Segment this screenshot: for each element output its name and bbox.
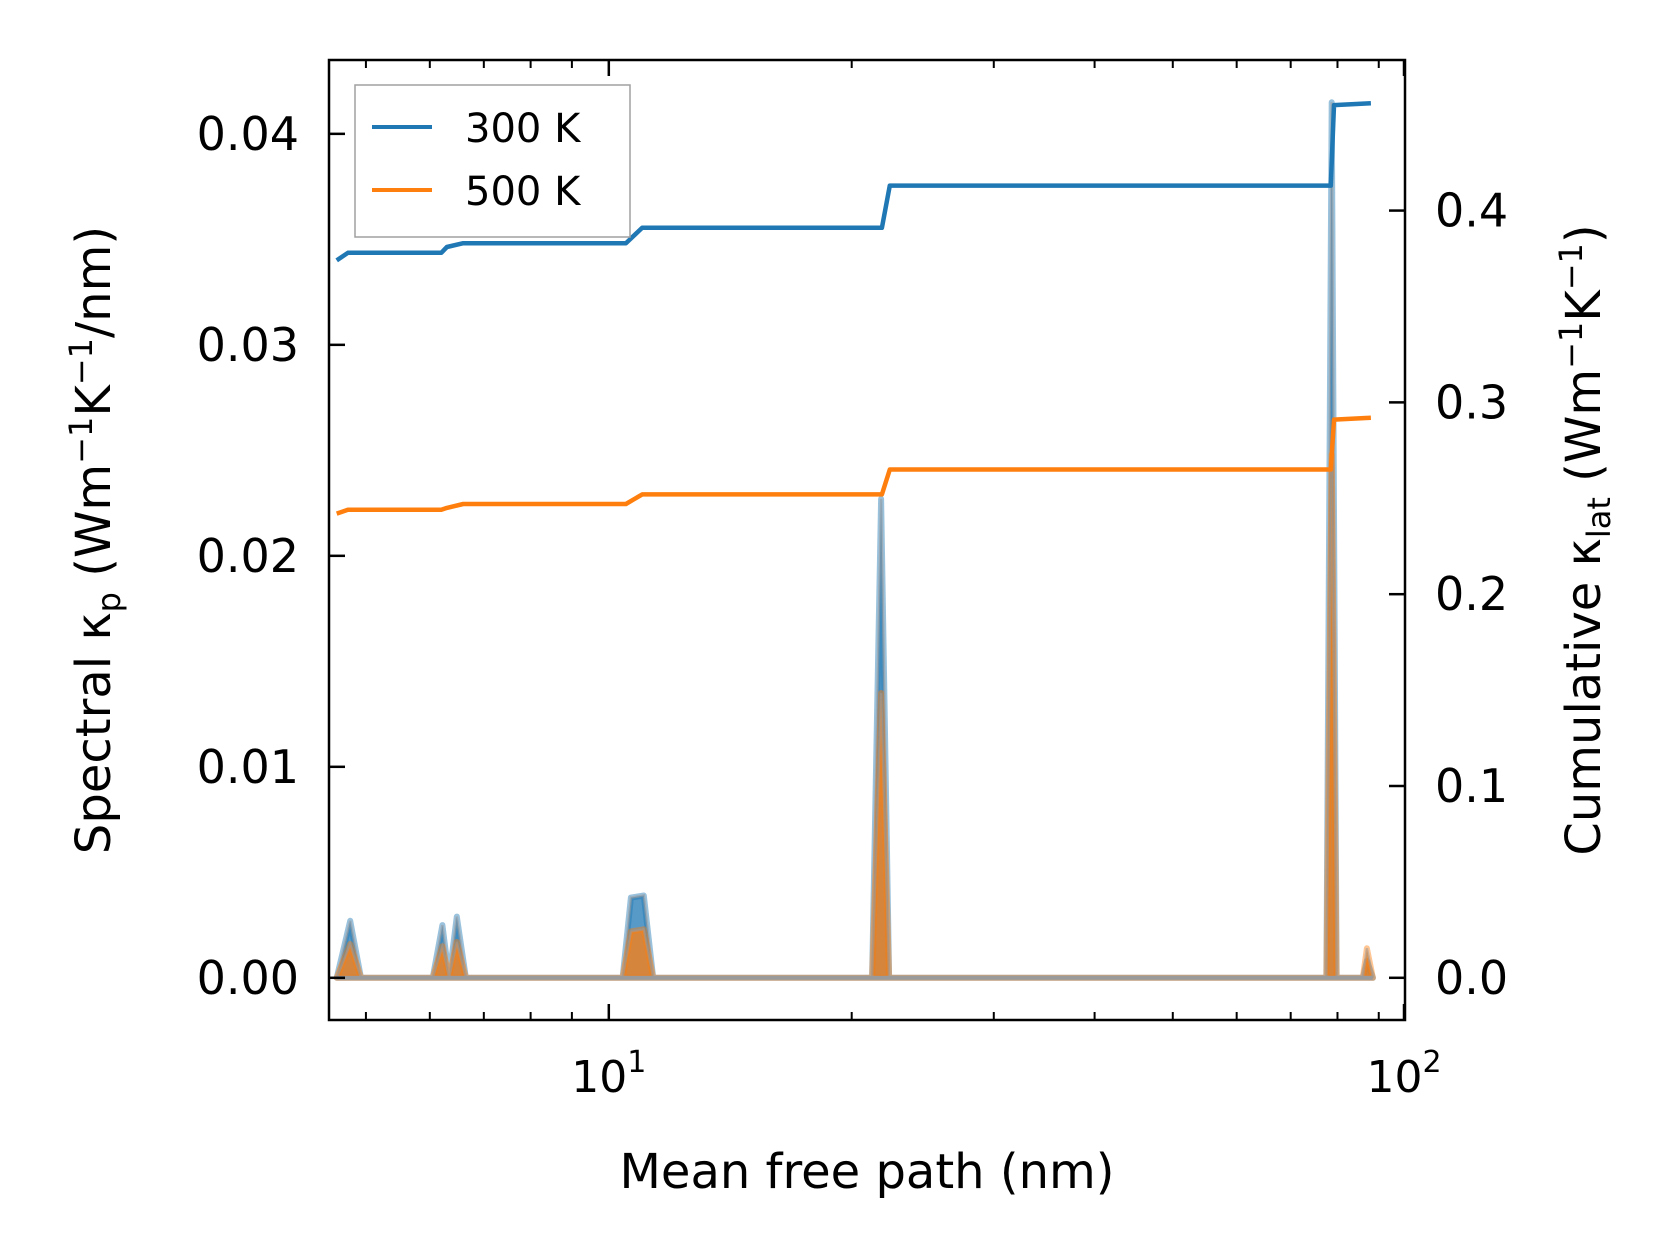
cumulative-line-500k: [335, 415, 1372, 516]
x-tick-label: 101: [571, 1045, 646, 1103]
right-axis-title: Cumulative κlat (Wm−1K−1): [1552, 224, 1618, 855]
right-axis-title-prefix: Cumulative κ: [1556, 538, 1612, 856]
left-y-tick-label: 0.03: [197, 318, 299, 372]
right-axis-title-unit-mid: K: [1556, 289, 1612, 322]
left-axis-title-unit-mid: K: [66, 384, 122, 417]
x-tick-label-exponent: 2: [1422, 1045, 1441, 1080]
right-y-tick-label: 0.3: [1435, 375, 1508, 429]
x-tick-label-base: 10: [1366, 1052, 1422, 1103]
cumulative-series-layer: [335, 100, 1372, 516]
left-axis-title-subscript: p: [90, 592, 128, 612]
right-y-tick-label: 0.2: [1435, 567, 1508, 621]
x-axis-title: Mean free path (nm): [620, 1144, 1115, 1200]
right-y-tick-label: 0.0: [1435, 951, 1508, 1005]
right-y-tick-label: 0.1: [1435, 759, 1508, 813]
legend-box: [354, 84, 631, 238]
legend: 300 K 500 K: [354, 84, 631, 238]
left-axis-title-prefix: Spectral κ: [66, 612, 122, 854]
left-y-tick-label: 0.02: [197, 529, 299, 583]
x-tick-label: 102: [1366, 1045, 1441, 1103]
right-axis-title-exp1: −1: [1552, 322, 1590, 369]
left-axis-title-exp1: −1: [62, 417, 100, 464]
left-axis-title-unit-open: (Wm: [66, 464, 122, 592]
plot-frame: [327, 58, 1407, 1022]
spectral-series-layer: [333, 99, 1376, 981]
right-axis-title-unit-close: ): [1556, 224, 1612, 243]
left-axis-title-exp2: −1: [62, 338, 100, 385]
right-axis-title-subscript: lat: [1580, 497, 1618, 538]
right-y-tick-label: 0.4: [1435, 184, 1508, 238]
legend-label-500k: 500 K: [465, 169, 582, 215]
left-y-tick-label: 0.04: [197, 107, 299, 161]
x-tick-label-base: 10: [571, 1052, 627, 1103]
left-axis-title-unit-close: /nm): [66, 226, 122, 338]
spectral-edge-500k: [335, 454, 1375, 980]
left-axis-title: Spectral κp (Wm−1K−1/nm): [62, 226, 128, 854]
left-y-tick-label: 0.00: [197, 951, 299, 1005]
x-tick-label-exponent: 1: [627, 1045, 646, 1080]
ticks-layer: 101 1020.000.010.020.030.040.00.10.20.30.…: [197, 60, 1508, 1103]
right-axis-title-unit-open: (Wm: [1556, 369, 1612, 497]
legend-label-300k: 300 K: [465, 106, 582, 152]
left-y-tick-label: 0.01: [197, 740, 299, 794]
cumulative-line-300k: [335, 100, 1372, 263]
right-axis-title-exp2: −1: [1552, 243, 1590, 290]
